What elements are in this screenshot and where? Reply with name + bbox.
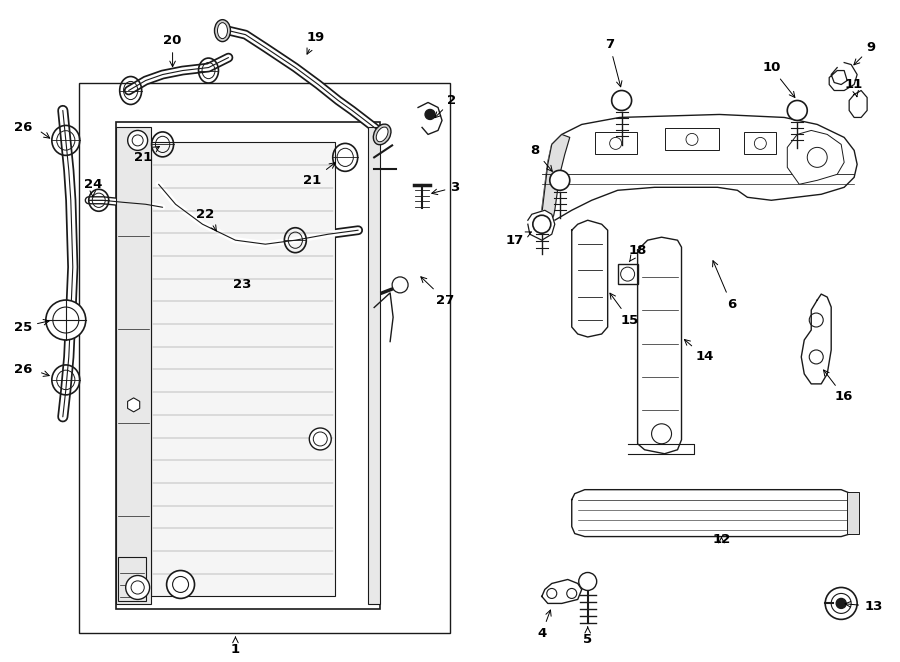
Polygon shape bbox=[850, 91, 867, 117]
Bar bbox=[595, 132, 636, 154]
Circle shape bbox=[128, 130, 148, 150]
Text: 25: 25 bbox=[14, 320, 50, 334]
Text: 13: 13 bbox=[845, 600, 883, 613]
Ellipse shape bbox=[374, 124, 391, 145]
Text: 6: 6 bbox=[713, 261, 736, 310]
Ellipse shape bbox=[214, 20, 230, 42]
Text: 10: 10 bbox=[762, 61, 795, 97]
Text: 26: 26 bbox=[14, 121, 32, 134]
Text: 2: 2 bbox=[435, 94, 456, 118]
Circle shape bbox=[825, 587, 857, 620]
Text: 24: 24 bbox=[84, 178, 102, 197]
Text: 7: 7 bbox=[605, 38, 622, 87]
Text: 23: 23 bbox=[233, 277, 252, 291]
Circle shape bbox=[550, 170, 570, 190]
Polygon shape bbox=[542, 579, 581, 604]
Polygon shape bbox=[572, 220, 608, 337]
Polygon shape bbox=[829, 63, 857, 91]
Text: 5: 5 bbox=[583, 627, 592, 646]
Text: 9: 9 bbox=[854, 41, 876, 65]
Polygon shape bbox=[128, 398, 140, 412]
Text: 22: 22 bbox=[196, 208, 216, 231]
Bar bbox=[744, 132, 777, 154]
Text: 8: 8 bbox=[530, 144, 553, 171]
Circle shape bbox=[126, 575, 149, 599]
Bar bbox=[664, 128, 719, 150]
Polygon shape bbox=[538, 115, 857, 220]
Text: 15: 15 bbox=[610, 293, 639, 326]
Circle shape bbox=[310, 428, 331, 450]
Bar bbox=[150, 142, 335, 596]
Text: 16: 16 bbox=[824, 370, 853, 403]
Polygon shape bbox=[527, 211, 554, 240]
Circle shape bbox=[612, 91, 632, 111]
Polygon shape bbox=[801, 294, 832, 384]
Bar bbox=[368, 127, 380, 604]
Circle shape bbox=[46, 300, 86, 340]
Circle shape bbox=[652, 424, 671, 444]
Circle shape bbox=[425, 109, 435, 119]
Bar bbox=[118, 557, 146, 602]
Text: 26: 26 bbox=[14, 363, 32, 377]
Circle shape bbox=[836, 598, 846, 608]
Circle shape bbox=[788, 101, 807, 120]
Text: 4: 4 bbox=[537, 610, 551, 640]
Text: 27: 27 bbox=[421, 277, 454, 307]
Text: 1: 1 bbox=[231, 637, 240, 656]
Polygon shape bbox=[788, 130, 844, 184]
Bar bbox=[847, 492, 860, 534]
Circle shape bbox=[579, 573, 597, 591]
Text: 14: 14 bbox=[684, 340, 714, 363]
Text: 21: 21 bbox=[133, 146, 159, 164]
Polygon shape bbox=[627, 444, 695, 453]
Text: 21: 21 bbox=[303, 163, 335, 187]
Bar bbox=[79, 83, 450, 634]
Text: 20: 20 bbox=[164, 34, 182, 67]
Text: 17: 17 bbox=[506, 232, 531, 247]
Polygon shape bbox=[538, 134, 570, 224]
Ellipse shape bbox=[376, 127, 388, 142]
Ellipse shape bbox=[218, 23, 228, 38]
Bar bbox=[116, 127, 150, 604]
Text: 3: 3 bbox=[432, 181, 460, 195]
Text: 19: 19 bbox=[306, 31, 324, 54]
Text: 18: 18 bbox=[628, 244, 647, 261]
Polygon shape bbox=[572, 490, 854, 537]
Polygon shape bbox=[637, 237, 681, 453]
Text: 12: 12 bbox=[712, 533, 731, 546]
Bar bbox=[116, 122, 380, 610]
Text: 11: 11 bbox=[845, 78, 863, 97]
Circle shape bbox=[533, 215, 551, 233]
Bar bbox=[617, 264, 637, 284]
Polygon shape bbox=[418, 103, 442, 134]
Circle shape bbox=[392, 277, 408, 293]
Circle shape bbox=[166, 571, 194, 598]
